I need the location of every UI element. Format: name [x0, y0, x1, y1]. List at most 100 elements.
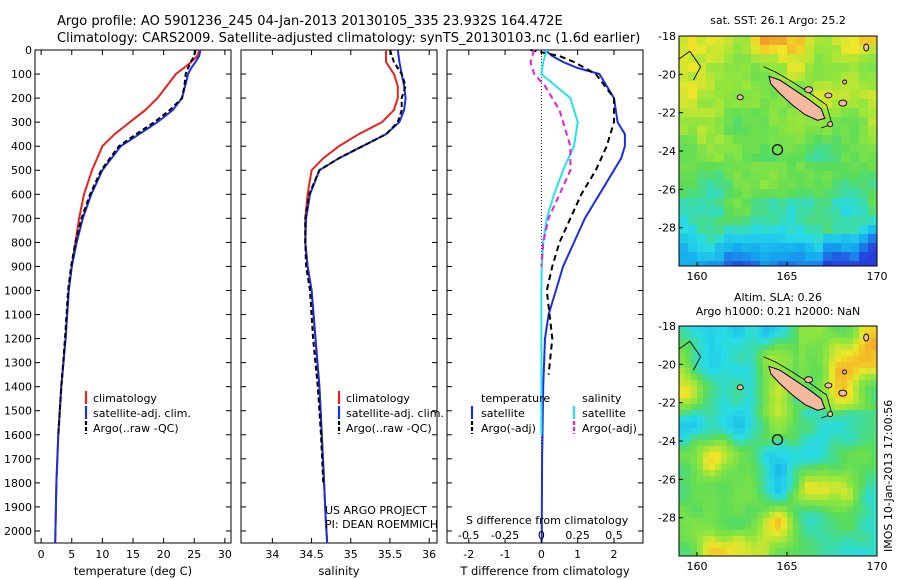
map-cell	[745, 470, 752, 477]
map-cell	[739, 506, 746, 513]
temperature-series	[54, 49, 202, 544]
map-cell	[799, 464, 806, 471]
map-cell	[688, 63, 698, 73]
map-cell	[853, 356, 860, 363]
map-cell	[853, 458, 860, 465]
map-cell	[697, 45, 707, 55]
map-cell	[697, 410, 704, 417]
map-cell	[709, 494, 716, 501]
map-cell	[751, 512, 758, 519]
map-cell	[709, 362, 716, 369]
map-cell	[787, 452, 794, 459]
map-cell	[769, 440, 776, 447]
map-field	[679, 326, 877, 556]
map-cell	[775, 506, 782, 513]
map-cell	[691, 488, 698, 495]
map-cell	[688, 207, 698, 217]
map-cell	[757, 458, 764, 465]
map-cell	[823, 225, 833, 235]
map-cell	[847, 350, 854, 357]
x-tick-label: 30	[218, 548, 232, 561]
map-cell	[817, 326, 824, 333]
map-cell	[679, 90, 689, 100]
map-cell	[796, 126, 806, 136]
map-cell	[745, 518, 752, 525]
x-tick-label: 0	[538, 548, 545, 561]
map-cell	[787, 45, 797, 55]
map-cell	[697, 386, 704, 393]
map-cell	[745, 368, 752, 375]
map-cell	[781, 386, 788, 393]
map-cell	[763, 344, 770, 351]
map-cell	[751, 482, 758, 489]
map-cell	[871, 470, 877, 477]
map-cell	[715, 380, 722, 387]
map-cell	[778, 225, 788, 235]
map-cell	[865, 542, 872, 549]
map-cell	[679, 482, 686, 489]
map-cell	[781, 476, 788, 483]
map-cell	[751, 542, 758, 549]
map-cell	[799, 500, 806, 507]
map-cell	[763, 428, 770, 435]
map-cell	[739, 326, 746, 333]
map-cell	[823, 216, 833, 226]
map-cell	[745, 476, 752, 483]
map-cell	[697, 36, 707, 46]
map-cell	[853, 374, 860, 381]
map-cell	[715, 452, 722, 459]
map-cell	[715, 488, 722, 495]
map-cell	[817, 506, 824, 513]
map-cell	[688, 261, 698, 266]
map-cell	[751, 518, 758, 525]
map-cell	[853, 338, 860, 345]
map-cell	[817, 554, 824, 556]
map-cell	[823, 368, 830, 375]
map-cell	[757, 338, 764, 345]
map-cell	[787, 350, 794, 357]
map-x-tick-label: 165	[777, 270, 798, 283]
map-cell	[697, 452, 704, 459]
map-cell	[691, 458, 698, 465]
map-cell	[706, 234, 716, 244]
map-cell	[859, 225, 869, 235]
map-cell	[751, 362, 758, 369]
map-cell	[742, 234, 752, 244]
map-cell	[841, 506, 848, 513]
map-cell	[865, 356, 872, 363]
map-cell	[853, 440, 860, 447]
map-cell	[817, 512, 824, 519]
new-caledonia-land	[768, 365, 826, 411]
map-cell	[706, 189, 716, 199]
map-cell	[733, 216, 743, 226]
map-cell	[691, 464, 698, 471]
map-cell	[715, 81, 725, 91]
map-cell	[721, 332, 728, 339]
map-cell	[751, 326, 758, 333]
map-cell	[703, 482, 710, 489]
map-cell	[799, 506, 806, 513]
map-cell	[751, 126, 761, 136]
map-cell	[679, 506, 686, 513]
map-cell	[859, 368, 866, 375]
map-cell	[859, 81, 869, 91]
map-cell	[760, 117, 770, 127]
sst-map-title: sat. SST: 26.1 Argo: 25.2	[710, 14, 846, 27]
map-cell	[868, 126, 877, 136]
map-cell	[703, 434, 710, 441]
map-cell	[865, 548, 872, 555]
map-cell	[724, 153, 734, 163]
map-cell	[697, 344, 704, 351]
x-tick-label: 36	[422, 548, 436, 561]
map-cell	[769, 135, 779, 145]
map-cell	[745, 338, 752, 345]
map-cell	[850, 198, 860, 208]
map-cell	[805, 488, 812, 495]
map-cell	[787, 135, 797, 145]
map-cell	[745, 530, 752, 537]
map-cell	[703, 536, 710, 543]
map-cell	[751, 548, 758, 555]
map-cell	[781, 416, 788, 423]
map-cell	[757, 554, 764, 556]
map-cell	[751, 234, 761, 244]
